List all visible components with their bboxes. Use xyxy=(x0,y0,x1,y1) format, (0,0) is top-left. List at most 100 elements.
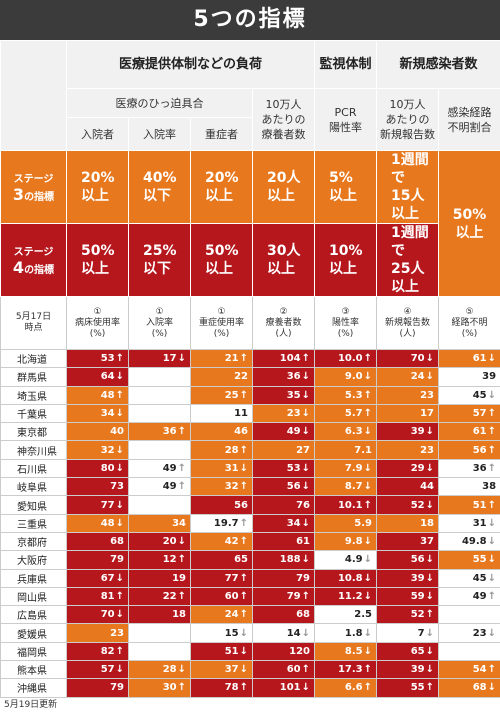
value: 11 xyxy=(234,408,248,420)
value-cell: 39↓ xyxy=(376,660,440,680)
value-cell: 51↓ xyxy=(190,641,253,662)
value: 78 xyxy=(224,682,239,694)
pref-row: 熊本県 57↓ 28↓ 37↓ 60↑ 17.3↑ 39↓ 54↑ xyxy=(0,660,500,680)
trend-arrow: ↑ xyxy=(363,664,373,676)
value-cell: 12↑ xyxy=(128,550,191,570)
value: 49 xyxy=(162,462,177,474)
trend-arrow: ↓ xyxy=(363,554,373,566)
trend-arrow: ↑ xyxy=(177,554,186,566)
trend-arrow: ↓ xyxy=(301,554,311,566)
value-cell: 23↓ xyxy=(438,623,500,643)
value-cell: 40 xyxy=(66,422,129,442)
trend-arrow: ↑ xyxy=(177,462,186,474)
value-cell xyxy=(128,623,191,643)
value: 29 xyxy=(410,462,425,474)
value-cell: 34 xyxy=(128,513,191,533)
value: 79 xyxy=(110,682,124,694)
trend-arrow: ↓ xyxy=(177,353,186,365)
trend-arrow: ↓ xyxy=(239,462,248,474)
value: 32 xyxy=(100,444,115,456)
value-cell: 10.1↑ xyxy=(314,495,378,515)
value: 23 xyxy=(286,408,301,420)
value-cell: 51↑ xyxy=(438,495,500,515)
value-cell: 56 xyxy=(190,495,253,515)
value: 49 xyxy=(162,481,177,493)
value-cell: 42↑ xyxy=(190,531,253,552)
pref-row: 神奈川県 32↓ 28↑ 27 7.1 23 56↑ xyxy=(0,440,500,460)
value: 76 xyxy=(296,499,311,511)
value: 79 xyxy=(286,591,301,602)
trend-arrow: ↓ xyxy=(425,627,435,639)
subgroup-header: PCR 陽性率 xyxy=(314,88,378,151)
value-cell xyxy=(128,367,191,387)
value: 31 xyxy=(224,462,239,474)
trend-arrow: ↓ xyxy=(363,572,373,584)
pref-row: 三重県 48↓ 34 19.7↑ 34↓ 5.9 18 31↓ xyxy=(0,513,500,533)
value-cell: 28↓ xyxy=(128,660,191,680)
trend-arrow: ↓ xyxy=(487,353,497,365)
value: 7.1 xyxy=(354,444,373,456)
value-cell: 31↓ xyxy=(190,458,253,479)
pref-name: 岡山県 xyxy=(0,586,67,607)
value-cell xyxy=(128,385,191,405)
value-cell: 80↓ xyxy=(66,458,129,479)
trend-arrow: ↑ xyxy=(239,444,248,456)
value: 27 xyxy=(296,444,311,456)
trend-arrow: ↑ xyxy=(239,682,248,694)
value-cell: 79↑ xyxy=(251,586,316,607)
trend-arrow: ↑ xyxy=(239,536,248,548)
value: 73 xyxy=(110,481,124,493)
value: 30 xyxy=(162,682,177,694)
value: 51 xyxy=(472,499,487,511)
metric-header: ① 病床使用率 (%) xyxy=(66,296,129,350)
value-cell: 73 xyxy=(66,477,129,497)
trend-arrow: ↓ xyxy=(425,462,435,474)
value-cell: 21↑ xyxy=(190,348,253,369)
stage-criterion: 5% 以上 xyxy=(314,150,378,224)
value-cell: 7.9↓ xyxy=(314,458,378,479)
value: 39 xyxy=(410,664,425,676)
value: 61 xyxy=(296,536,311,548)
value-cell: 52↑ xyxy=(376,605,440,625)
value: 65 xyxy=(410,645,425,657)
trend-arrow: ↓ xyxy=(487,572,497,584)
value-cell: 37 xyxy=(376,531,440,552)
metric-header: ② 療養者数 (人) xyxy=(251,296,316,350)
trend-arrow: ↓ xyxy=(177,664,186,676)
metric-row: 5月17日 時点 ① 病床使用率 (%) ① 入院率 (%) ① 重症使用率 (%) ②… xyxy=(0,296,500,350)
stage-prefix: ステージ xyxy=(13,247,54,258)
value: 34 xyxy=(286,517,301,529)
trend-arrow: ↑ xyxy=(425,682,435,694)
value-cell xyxy=(438,641,500,662)
trend-arrow: ↑ xyxy=(115,353,124,365)
value-cell: 61 xyxy=(251,531,316,552)
value: 36 xyxy=(472,462,487,474)
value-cell: 10.0↑ xyxy=(314,348,378,369)
value-cell: 30↑ xyxy=(128,678,191,698)
value: 49 xyxy=(286,426,301,438)
value-cell: 7.1 xyxy=(314,440,378,460)
trend-arrow: ↓ xyxy=(115,444,124,456)
value-cell: 55↓ xyxy=(438,550,500,570)
trend-arrow: ↓ xyxy=(363,627,373,639)
value: 56 xyxy=(410,554,425,566)
pref-row: 愛媛県 23 15↓ 14↓ 1.8↓ 7↓ 23↓ xyxy=(0,623,500,643)
value: 104 xyxy=(279,353,301,365)
value: 10.0 xyxy=(337,353,363,365)
value-cell: 18 xyxy=(128,605,191,625)
value-cell: 56↓ xyxy=(376,550,440,570)
pref-name: 愛知県 xyxy=(0,495,67,515)
value: 68 xyxy=(472,682,487,694)
value-cell: 17 xyxy=(376,403,440,424)
trend-arrow: ↓ xyxy=(487,554,497,566)
trend-arrow: ↑ xyxy=(363,682,373,694)
value-cell: 68↓ xyxy=(438,678,500,698)
value: 17.3 xyxy=(337,664,363,676)
trend-arrow: ↓ xyxy=(487,627,497,639)
value-cell: 53↑ xyxy=(66,348,129,369)
trend-arrow: ↓ xyxy=(177,536,186,548)
trend-arrow: ↑ xyxy=(363,389,373,401)
value-cell: 49.8↓ xyxy=(438,531,500,552)
value-cell: 49↓ xyxy=(251,422,316,442)
value: 5.7 xyxy=(344,408,363,420)
